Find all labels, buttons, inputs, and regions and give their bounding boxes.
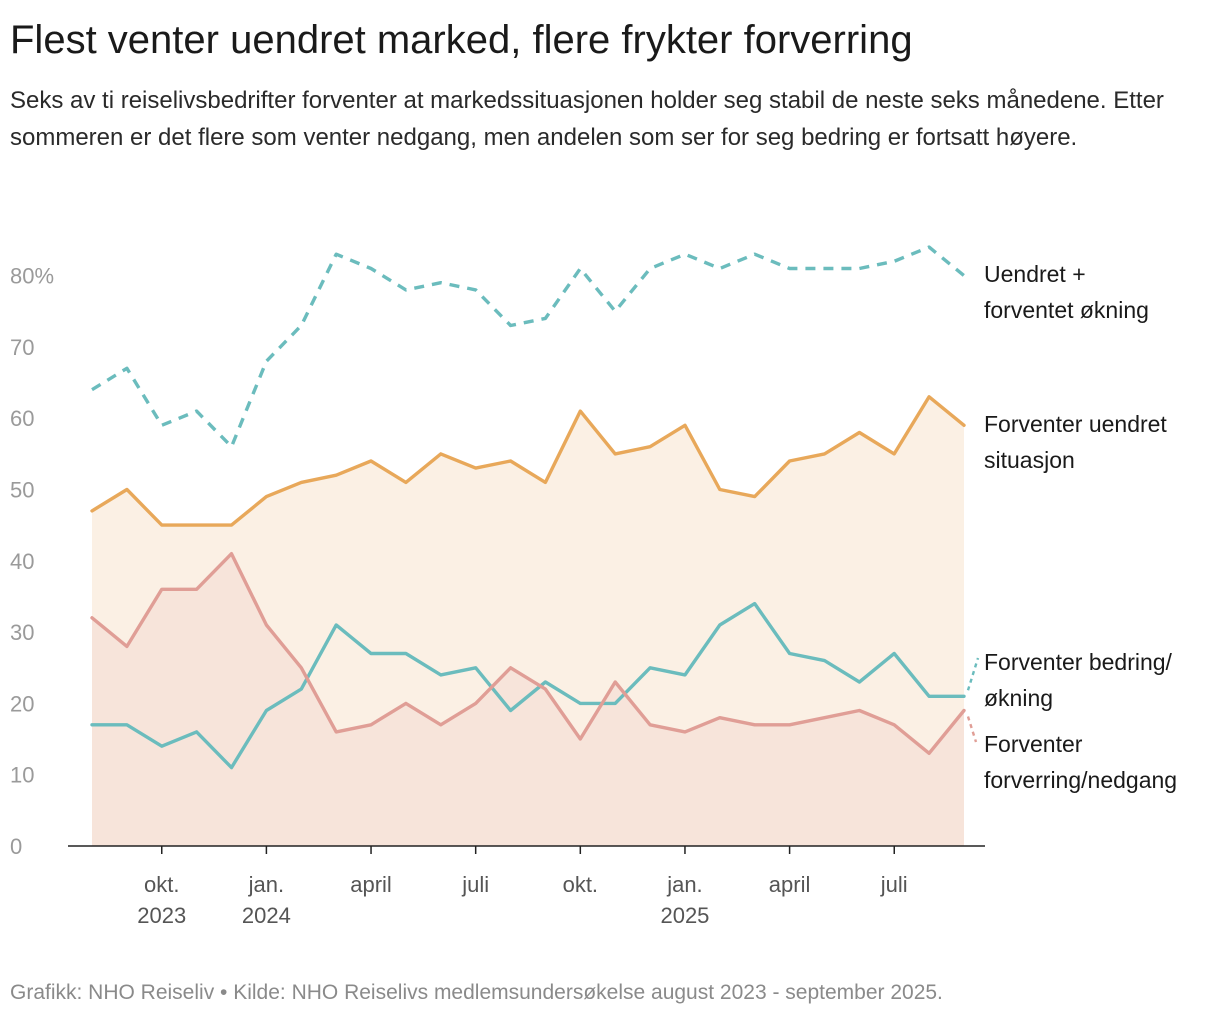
series-label-forventer-bedring-okning: økning [984,685,1053,711]
series-label-forventer-forverring-nedgang: forverring/nedgang [984,767,1177,793]
x-tick-label: jan. [248,872,284,897]
series-labels: Uendret + forventet økning Forventer uendr… [966,261,1177,793]
series-line-uendret-forventet-okning [91,245,966,449]
y-tick-label: 10 [10,763,34,788]
series-line-forventer-forverring-nedgang [90,552,966,755]
chart-lines [90,245,966,770]
chart-subtitle: Seks av ti reiselivsbedrifter forventer … [10,87,1164,151]
leader-line [966,716,978,743]
chart-source: Grafikk: NHO Reiseliv • Kilde: NHO Reise… [10,981,943,1004]
y-tick-label: 20 [10,691,34,716]
y-tick-label: 70 [10,335,34,360]
series-label-forventer-uendret-situasjon: situasjon [984,447,1075,473]
chart-title: Flest venter uendret marked, flere frykt… [10,18,913,62]
y-tick-label: 30 [10,620,34,645]
series-label-forventer-forverring-nedgang: Forventer [984,731,1083,757]
series-line-forventer-uendret-situasjon [90,395,966,527]
x-tick-label: april [769,872,811,897]
x-tick-label: 2024 [242,903,291,928]
series-label-forventer-uendret-situasjon: Forventer uendret [984,411,1167,437]
x-tick-label: okt. [144,872,179,897]
x-tick-label: 2025 [660,903,709,928]
series-line-forventer-bedring-okning [90,601,966,770]
leader-line [966,657,980,691]
x-tick-label: april [350,872,392,897]
y-tick-label: 50 [10,478,34,503]
y-tick-label: 40 [10,549,34,574]
x-tick-label: 2023 [137,903,186,928]
y-tick-label: 80% [10,264,54,289]
y-tick-label: 60 [10,406,34,431]
y-tick-label: 0 [10,834,22,859]
series-label-forventer-bedring-okning: Forventer bedring/ [984,649,1173,675]
area-forventer-forverring-nedgang [92,553,964,846]
chart-areas [92,396,964,846]
x-tick-label: okt. [563,872,598,897]
x-tick-label: jan. [666,872,702,897]
series-label-uendret-forventet-okning: Uendret + [984,261,1086,287]
series-label-uendret-forventet-okning: forventet økning [984,297,1149,323]
chart-axes: 0 10 20 30 40 50 60 70 80% okt. 2023 jan. 2024 april j… [10,264,985,928]
x-tick-label: juli [461,872,489,897]
x-tick-label: juli [880,872,908,897]
